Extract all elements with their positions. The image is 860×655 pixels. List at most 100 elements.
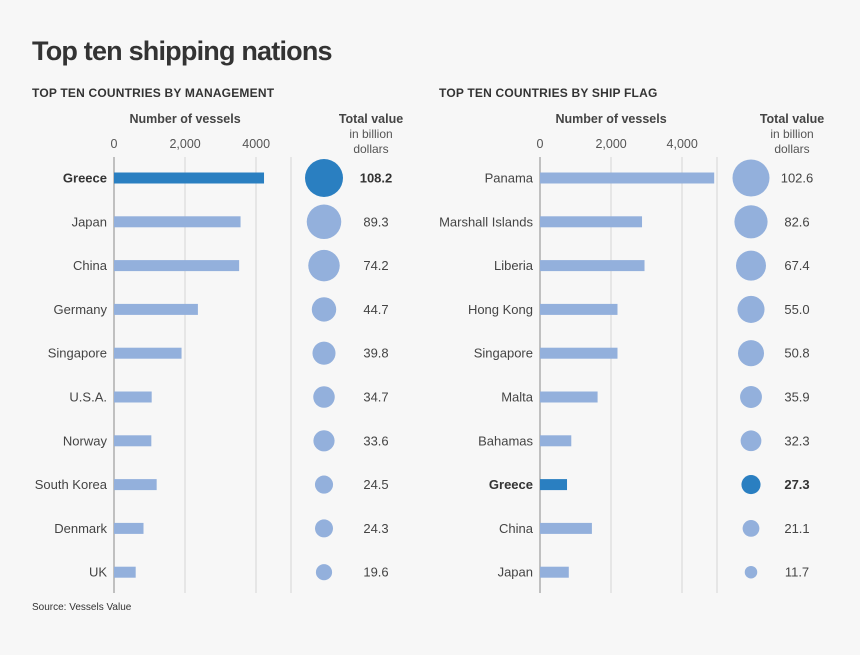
total-value-label: 55.0: [784, 302, 809, 317]
total-value-subtitle: dollars: [774, 142, 809, 156]
country-label: Singapore: [474, 346, 533, 361]
management-chart: TOP TEN COUNTRIES BY MANAGEMENT Number of…: [32, 86, 403, 593]
source-note: Source: Vessels Value: [32, 602, 132, 613]
vessel-bar: [114, 172, 265, 184]
total-value-label: 44.7: [363, 302, 388, 317]
country-label: South Korea: [35, 477, 108, 492]
total-value-label: 34.7: [363, 390, 388, 405]
total-value-label: 35.9: [784, 390, 809, 405]
total-value-label: 32.3: [784, 433, 809, 448]
country-label: Malta: [501, 390, 534, 405]
value-bubble: [313, 430, 335, 452]
total-value-label: 21.1: [784, 521, 809, 536]
country-label: Greece: [489, 477, 533, 492]
total-value-label: 24.3: [363, 521, 388, 536]
country-label: Denmark: [54, 521, 107, 536]
value-bubble: [315, 564, 333, 581]
country-label: Singapore: [48, 346, 107, 361]
country-label: Norway: [63, 433, 108, 448]
value-bubble: [734, 205, 768, 239]
value-bubble: [311, 297, 337, 322]
total-value-label: 33.6: [363, 433, 388, 448]
value-bubble: [742, 520, 760, 537]
ship-flag-chart: TOP TEN COUNTRIES BY SHIP FLAG Number of …: [439, 86, 824, 593]
x-tick-label: 2,000: [595, 137, 626, 151]
value-bubble: [313, 386, 335, 408]
vessel-bar: [540, 216, 643, 228]
country-label: UK: [89, 565, 107, 580]
vessel-bar: [540, 435, 572, 447]
country-label: Panama: [485, 171, 534, 186]
value-bubble: [744, 565, 758, 579]
total-value-title: Total value: [760, 112, 824, 126]
vessel-bar: [114, 391, 152, 403]
vessel-bar: [540, 303, 618, 315]
value-bubble: [736, 250, 766, 281]
value-bubble: [740, 430, 762, 452]
value-bubble: [312, 341, 336, 365]
country-label: Marshall Islands: [439, 214, 533, 229]
value-bubble: [305, 159, 343, 197]
country-label: Liberia: [494, 258, 534, 273]
total-value-label: 24.5: [363, 477, 388, 492]
vessel-bar: [540, 172, 715, 184]
country-label: Germany: [54, 302, 108, 317]
x-tick-label: 2,000: [169, 137, 200, 151]
vessel-bar: [540, 479, 568, 491]
country-label: China: [499, 521, 534, 536]
vessel-bar: [114, 435, 152, 447]
x-axis-title: Number of vessels: [130, 112, 241, 126]
total-value-label: 19.6: [363, 565, 388, 580]
total-value-label: 82.6: [784, 214, 809, 229]
panel-title: TOP TEN COUNTRIES BY SHIP FLAG: [439, 86, 657, 100]
value-bubble: [740, 386, 762, 408]
total-value-label: 108.2: [360, 171, 393, 186]
vessel-bar: [540, 522, 592, 534]
vessel-bar: [540, 260, 645, 272]
total-value-title: Total value: [339, 112, 403, 126]
vessel-bar: [114, 566, 136, 578]
x-tick-label: 0: [537, 137, 544, 151]
total-value-label: 102.6: [781, 171, 814, 186]
x-tick-label: 0: [111, 137, 118, 151]
country-label: China: [73, 258, 108, 273]
x-axis-title: Number of vessels: [556, 112, 667, 126]
country-label: U.S.A.: [69, 390, 107, 405]
vessel-bar: [114, 303, 198, 315]
total-value-label: 89.3: [363, 214, 388, 229]
total-value-label: 50.8: [784, 346, 809, 361]
value-bubble: [737, 295, 765, 323]
vessel-bar: [114, 479, 157, 491]
value-bubble: [308, 249, 340, 282]
country-label: Greece: [63, 171, 107, 186]
vessel-bar: [114, 522, 144, 534]
vessel-bar: [114, 347, 182, 359]
total-value-label: 67.4: [784, 258, 809, 273]
value-bubble: [314, 475, 334, 494]
vessel-bar: [114, 216, 241, 228]
country-label: Japan: [498, 565, 533, 580]
total-value-label: 27.3: [784, 477, 809, 492]
x-tick-label: 4,000: [667, 137, 698, 151]
vessel-bar: [540, 347, 618, 359]
value-bubble: [732, 159, 770, 197]
value-bubble: [314, 519, 334, 538]
value-bubble: [741, 475, 761, 495]
x-tick-label: 4000: [242, 137, 270, 151]
total-value-label: 74.2: [363, 258, 388, 273]
total-value-label: 39.8: [363, 346, 388, 361]
vessel-bar: [114, 260, 240, 272]
value-bubble: [737, 340, 765, 367]
page-title: Top ten shipping nations: [32, 36, 333, 66]
panel-title: TOP TEN COUNTRIES BY MANAGEMENT: [32, 86, 275, 100]
country-label: Hong Kong: [468, 302, 533, 317]
country-label: Bahamas: [478, 433, 533, 448]
country-label: Japan: [72, 214, 107, 229]
total-value-subtitle: dollars: [353, 142, 388, 156]
value-bubble: [306, 204, 342, 240]
total-value-label: 11.7: [785, 565, 809, 580]
total-value-subtitle: in billion: [770, 127, 813, 141]
vessel-bar: [540, 391, 598, 403]
vessel-bar: [540, 566, 569, 578]
